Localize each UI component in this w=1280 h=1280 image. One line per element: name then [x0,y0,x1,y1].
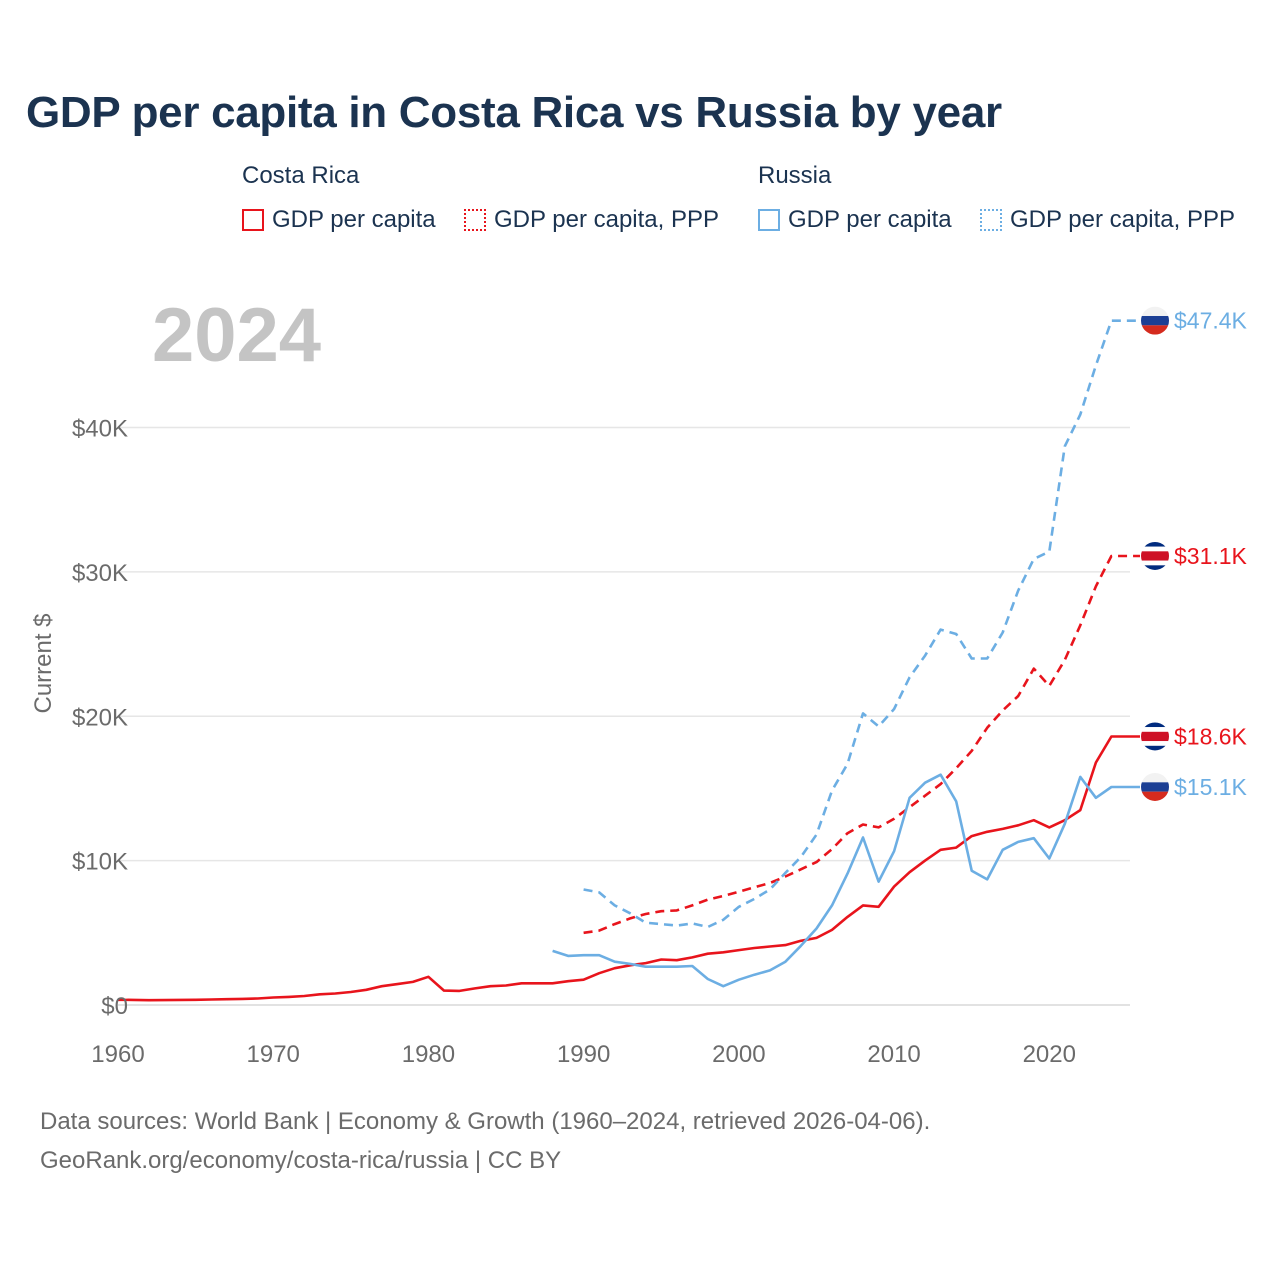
x-tick-label: 1980 [402,1041,455,1068]
y-tick-label: $0 [101,993,128,1020]
series-line-0 [117,735,1140,1002]
legend-costa-rica-gdp-ppp[interactable]: GDP per capita, PPP [464,204,719,236]
legend-label: GDP per capita, PPP [1010,206,1235,233]
russia-flag-icon [1141,306,1169,335]
y-tick-label: $10K [72,849,128,876]
y-tick-label: $30K [72,560,128,587]
costa-rica-flag-icon [1141,541,1169,570]
year-label: 2024 [152,293,322,378]
series-layer [117,319,1140,1002]
russia-flag-icon [1141,772,1169,801]
endpoint-layer: $18.6K $31.1K $15.1K $47.4K [1141,306,1248,801]
legend-swatch-solid-red [242,209,264,231]
x-tick-label: 2010 [867,1041,920,1068]
legend-label: GDP per capita, PPP [494,206,719,233]
x-tick-label: 1960 [91,1041,144,1068]
legend-label: GDP per capita [788,206,952,233]
axis-layer: $0 $10K $20K $30K $40K 1960 1970 1980 1990 2000 20… [30,416,1076,1069]
legend-label: GDP per capita [272,206,436,233]
x-tick-label: 1990 [557,1041,610,1068]
line-chart: $18.6K$31.1K$15.1K$47.4K $0$10K$20K$30K$… [30,306,1248,1069]
y-tick-label: $40K [72,416,128,443]
legend-swatch-dotted-red [464,209,486,231]
x-tick-label: 1970 [247,1041,300,1068]
legend-russia-gdp-ppp[interactable]: GDP per capita, PPP [980,204,1235,236]
end-value-label: $47.4K [1174,308,1248,334]
legend-swatch-dotted-blue [980,209,1002,231]
series-line-1 [583,554,1140,935]
footer-source: Data sources: World Bank | Economy & Gro… [40,1108,931,1135]
end-value-label: $31.1K [1174,543,1248,569]
legend-swatch-solid-blue [758,209,780,231]
legend-costa-rica-gdp[interactable]: GDP per capita [242,204,436,236]
series-line-3 [583,319,1140,929]
footer-credit: GeoRank.org/economy/costa-rica/russia | … [40,1147,562,1174]
series-line-2 [552,773,1140,988]
grid-layer [118,426,1130,1006]
legend-russia-gdp[interactable]: GDP per capita [758,204,952,236]
end-value-label: $18.6K [1174,723,1248,749]
y-tick-label: $20K [72,704,128,731]
y-axis-label: Current $ [30,613,57,713]
legend-group-costa-rica: Costa Rica [242,162,360,189]
x-tick-label: 2000 [712,1041,765,1068]
legend-group-russia: Russia [758,162,832,189]
end-value-label: $15.1K [1174,774,1248,800]
chart-title: GDP per capita in Costa Rica vs Russia b… [26,88,1002,137]
x-tick-label: 2020 [1023,1041,1076,1068]
costa-rica-flag-icon [1141,722,1169,751]
